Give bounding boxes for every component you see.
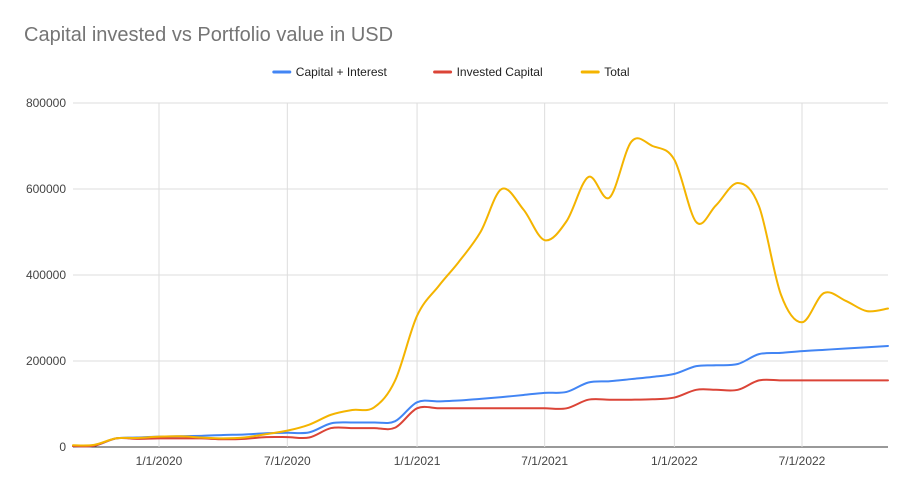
- x-tick-label: 1/1/2020: [136, 454, 183, 468]
- x-tick-label: 1/1/2022: [651, 454, 698, 468]
- series-line-capital-interest: [72, 344, 889, 448]
- y-tick-label: 800000: [26, 96, 66, 110]
- x-tick-label: 7/1/2022: [779, 454, 826, 468]
- chart-title: Capital invested vs Portfolio value in U…: [24, 24, 394, 46]
- x-tick-label: 7/1/2021: [521, 454, 568, 468]
- y-tick-label: 200000: [26, 354, 66, 368]
- y-tick-label: 0: [59, 440, 66, 454]
- legend-label-total: Total: [604, 65, 629, 79]
- series-line-total: [72, 137, 889, 447]
- x-tick-label: 7/1/2020: [264, 454, 311, 468]
- x-tick-label: 1/1/2021: [394, 454, 441, 468]
- legend-label-capital-interest: Capital + Interest: [296, 65, 388, 79]
- legend-label-invested-capital: Invested Capital: [457, 65, 543, 79]
- y-tick-label: 600000: [26, 182, 66, 196]
- y-tick-label: 400000: [26, 268, 66, 282]
